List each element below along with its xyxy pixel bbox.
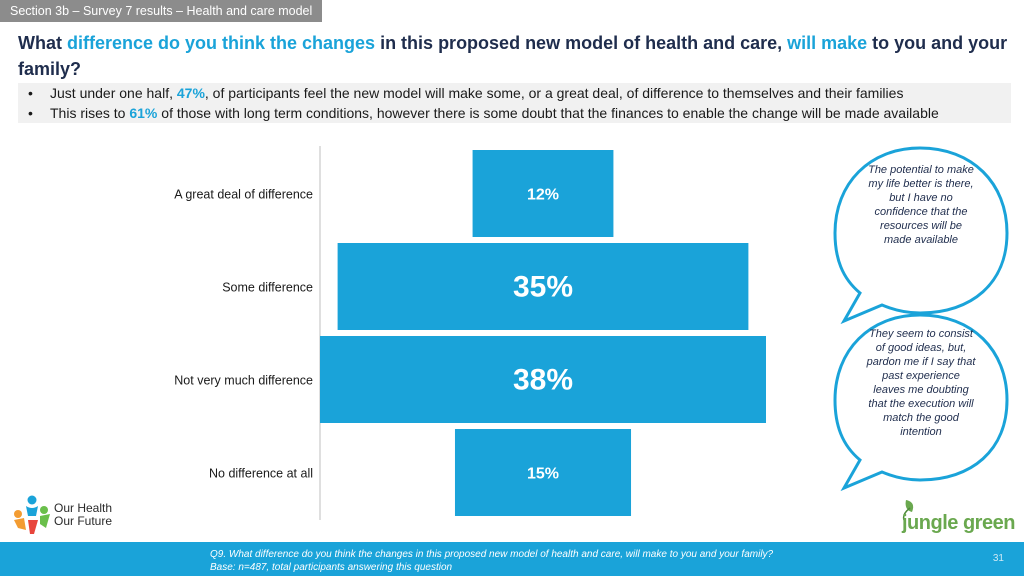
- our-health-logo-icon: [14, 495, 50, 534]
- bullet-icon: •: [28, 105, 33, 121]
- question-text: Q9. What difference do you think the cha…: [210, 549, 774, 560]
- bullet-icon: •: [28, 85, 33, 101]
- category-label: A great deal of difference: [174, 188, 313, 202]
- chart-bars: 12% 35% 38% 15%: [320, 150, 766, 516]
- bar-1: [337, 243, 749, 330]
- section-tab: Section 3b – Survey 7 results – Health a…: [0, 0, 323, 22]
- bar-value-label: 38%: [513, 364, 573, 397]
- summary-bullet-2: • This rises to 61% of those with long t…: [18, 103, 1011, 123]
- summary-text: This rises to: [50, 105, 130, 121]
- footer-question: Q9. What difference do you think the cha…: [210, 548, 773, 574]
- summary-percentage: 61%: [129, 105, 158, 121]
- page-title: What difference do you think the changes…: [18, 30, 1008, 82]
- summary-bullet-1: • Just under one half, 47%, of participa…: [18, 83, 1011, 103]
- bar-2: [320, 336, 766, 423]
- logo-line-2: Our Future: [54, 514, 113, 528]
- quote-text-2: They seem to consist of good ideas, but,…: [866, 328, 976, 438]
- category-label: Not very much difference: [174, 374, 313, 388]
- summary-text: Just under one half,: [50, 85, 177, 101]
- footer-bar: Q9. What difference do you think the cha…: [0, 542, 1024, 576]
- title-part-5: to you and your family?: [18, 33, 1008, 79]
- speech-bubble-2: [833, 313, 1009, 492]
- page-number: 31: [992, 553, 1004, 564]
- bar-0: [472, 150, 614, 237]
- summary-text: of those with long term conditions, howe…: [157, 105, 939, 121]
- title-highlight-1: difference do you think the changes: [67, 33, 376, 53]
- base-text: Base: n=487, total participants answerin…: [210, 562, 453, 573]
- jungle-green-leaf-icon: [902, 500, 914, 521]
- summary-percentage: 47%: [176, 85, 205, 101]
- difference-chart: 12% 35% 38% 15% A great deal of difference S…: [174, 146, 766, 520]
- our-health-logo-text: Our Health Our Future: [54, 502, 112, 528]
- speech-bubble-1: [833, 146, 1009, 325]
- title-part-3: in this proposed new model of health and…: [375, 33, 788, 53]
- category-label: No difference at all: [209, 467, 313, 481]
- bar-3: [454, 429, 632, 516]
- jungle-green-logo-text: jungle green: [902, 512, 1015, 534]
- title-part-1: What: [18, 33, 67, 53]
- title-highlight-2: will make: [787, 33, 868, 53]
- quote-text-1: The potential to make my life better is …: [868, 164, 974, 246]
- summary-box: • Just under one half, 47%, of participa…: [18, 83, 1011, 123]
- bar-value-label: 12%: [527, 187, 559, 204]
- summary-text: , of participants feel the new model wil…: [204, 85, 904, 101]
- category-label: Some difference: [222, 281, 313, 295]
- bar-value-label: 35%: [513, 271, 573, 304]
- bar-value-label: 15%: [527, 466, 559, 483]
- logo-line-1: Our Health: [54, 501, 113, 515]
